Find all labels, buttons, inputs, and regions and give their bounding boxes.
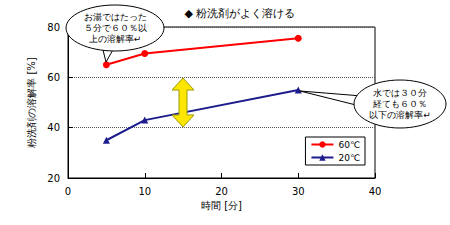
svg-text:60℃: 60℃ [338, 140, 360, 150]
svg-text:◆ 粉洗剤がよく溶ける: ◆ 粉洗剤がよく溶ける [185, 7, 296, 20]
svg-text:30: 30 [292, 186, 305, 197]
svg-text:以下の溶解率↵: 以下の溶解率↵ [369, 110, 431, 120]
svg-text:粉洗剤の溶解率 [%]: 粉洗剤の溶解率 [%] [26, 57, 37, 148]
svg-text:20: 20 [215, 186, 228, 197]
svg-text:80: 80 [47, 22, 60, 33]
svg-text:お湯ではたった: お湯ではたった [84, 12, 147, 22]
svg-text:経ても６０％: 経ても６０％ [372, 99, 427, 109]
svg-text:60: 60 [47, 72, 60, 83]
svg-text:0: 0 [65, 186, 71, 197]
svg-text:時間 [分]: 時間 [分] [201, 200, 242, 211]
svg-text:上の溶解率↵: 上の溶解率↵ [89, 34, 142, 44]
svg-text:40: 40 [47, 122, 60, 133]
svg-text:水では３０分: 水では３０分 [373, 88, 427, 98]
svg-text:５分で６０％以: ５分で６０％以 [84, 23, 147, 33]
svg-text:40: 40 [369, 186, 382, 197]
svg-text:10: 10 [138, 186, 151, 197]
svg-text:20℃: 20℃ [338, 153, 360, 163]
svg-text:20: 20 [47, 173, 60, 184]
